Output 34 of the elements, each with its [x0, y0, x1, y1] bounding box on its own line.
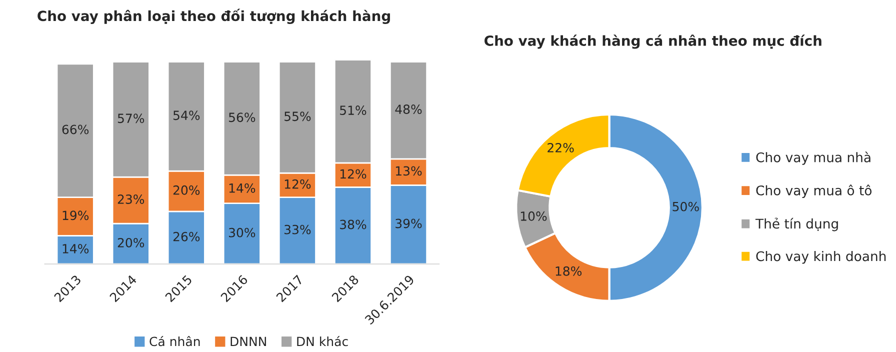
data-label: 22%: [548, 142, 574, 152]
data-label: 18%: [556, 266, 582, 276]
legend-label: Cho vay mua nhà: [756, 152, 870, 165]
data-label: 66%: [62, 124, 89, 134]
data-label: 13%: [396, 166, 422, 176]
legend-label: Cho vay mua ô tô: [756, 184, 872, 198]
data-label: 38%: [340, 220, 366, 230]
legend-label: DNNN: [230, 336, 266, 346]
data-label: 54%: [173, 110, 200, 120]
data-label: 23%: [118, 194, 144, 204]
data-label: 12%: [284, 179, 311, 189]
data-label: 26%: [173, 232, 200, 242]
data-label: 39%: [396, 218, 422, 228]
legend-label: Cá nhân: [150, 336, 200, 346]
data-label: 20%: [173, 185, 200, 195]
data-label: 57%: [118, 114, 144, 124]
data-label: 10%: [520, 211, 547, 221]
data-label: 14%: [62, 244, 89, 254]
data-label: 48%: [395, 104, 422, 114]
data-label: 12%: [340, 169, 366, 179]
data-label: 30%: [228, 228, 256, 238]
data-label: 19%: [62, 210, 89, 220]
chart-title: Cho vay khách hàng cá nhân theo mục đích: [484, 34, 822, 49]
data-label: 14%: [229, 183, 256, 193]
data-label: 20%: [118, 238, 144, 248]
data-label: 51%: [340, 106, 366, 116]
legend-label: Cho vay kinh doanh: [756, 250, 886, 264]
data-label: 56%: [228, 112, 256, 122]
data-label: 50%: [672, 202, 699, 212]
chart-title: Cho vay phân loại theo đối tượng khách hàng: [38, 8, 390, 24]
legend-label: Thẻ tín dụng: [755, 218, 838, 232]
data-label: 55%: [284, 112, 311, 122]
legend-label: DN khác: [297, 336, 348, 346]
data-label: 33%: [284, 224, 311, 234]
